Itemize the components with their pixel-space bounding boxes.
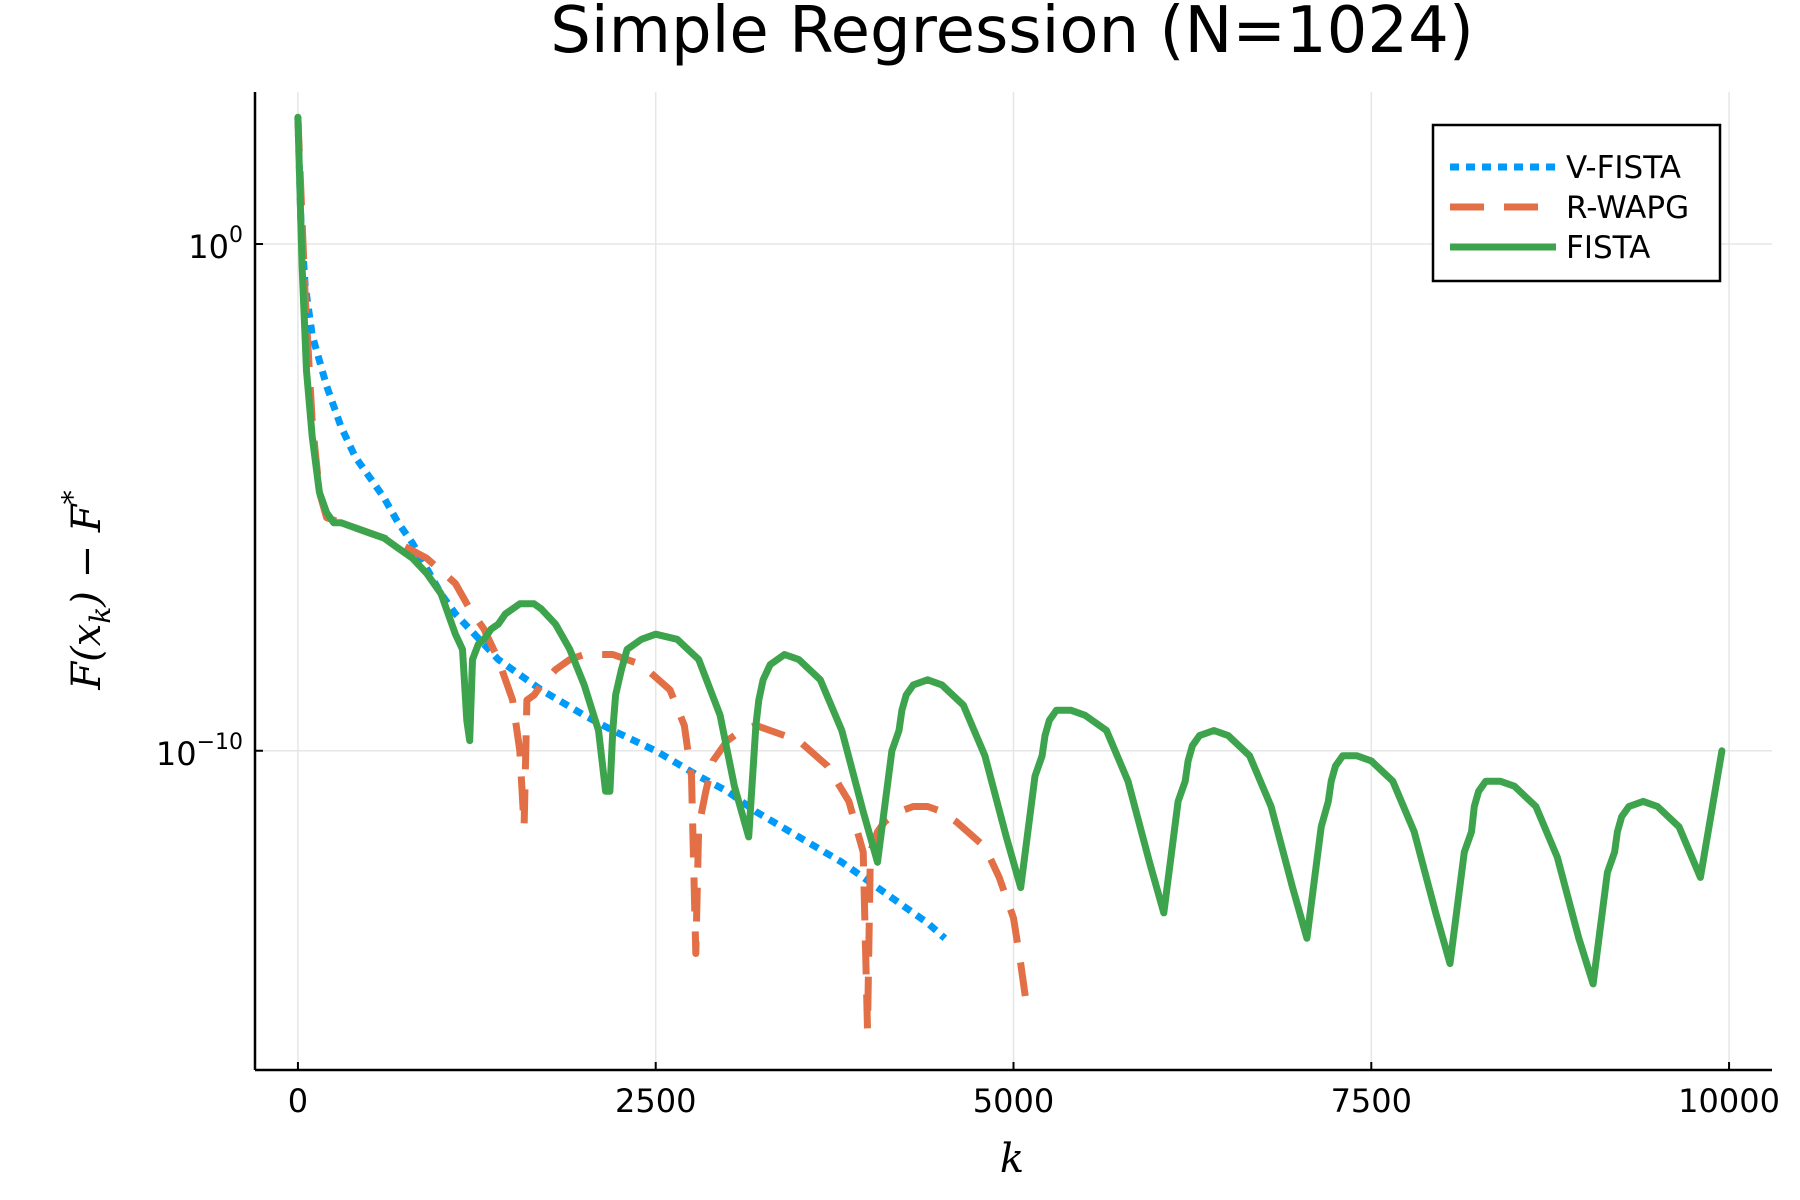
- x-tick-label: 7500: [1331, 1082, 1412, 1120]
- legend-label-r-wapg: R-WAPG: [1566, 190, 1689, 226]
- chart-title: Simple Regression (N=1024): [550, 0, 1474, 68]
- series-line-v-fista: [294, 117, 948, 941]
- x-axis-label: k: [1000, 1136, 1024, 1182]
- legend: V-FISTA R-WAPG FISTA: [1431, 123, 1722, 283]
- legend-box: [1431, 123, 1722, 283]
- x-tick-label: 5000: [973, 1082, 1054, 1120]
- x-tick-label: 0: [288, 1082, 308, 1120]
- y-tick-label: 100: [188, 223, 243, 266]
- series-line-fista: [294, 113, 1726, 988]
- series-lines: [294, 113, 1726, 1033]
- legend-label-v-fista: V-FISTA: [1566, 150, 1681, 186]
- y-tick-label: 10−10: [156, 730, 243, 773]
- x-tick-label: 10000: [1678, 1082, 1780, 1120]
- legend-label-fista: FISTA: [1566, 230, 1650, 266]
- series-line-r-wapg: [294, 117, 1032, 1033]
- grid-lines: [255, 92, 1772, 1070]
- y-tick-labels: 100 10−10: [156, 223, 263, 773]
- x-tick-labels: 0 2500 5000 7500 10000: [288, 1062, 1780, 1120]
- y-axis-label: F(xk) − F*: [56, 490, 117, 690]
- x-tick-label: 2500: [615, 1082, 696, 1120]
